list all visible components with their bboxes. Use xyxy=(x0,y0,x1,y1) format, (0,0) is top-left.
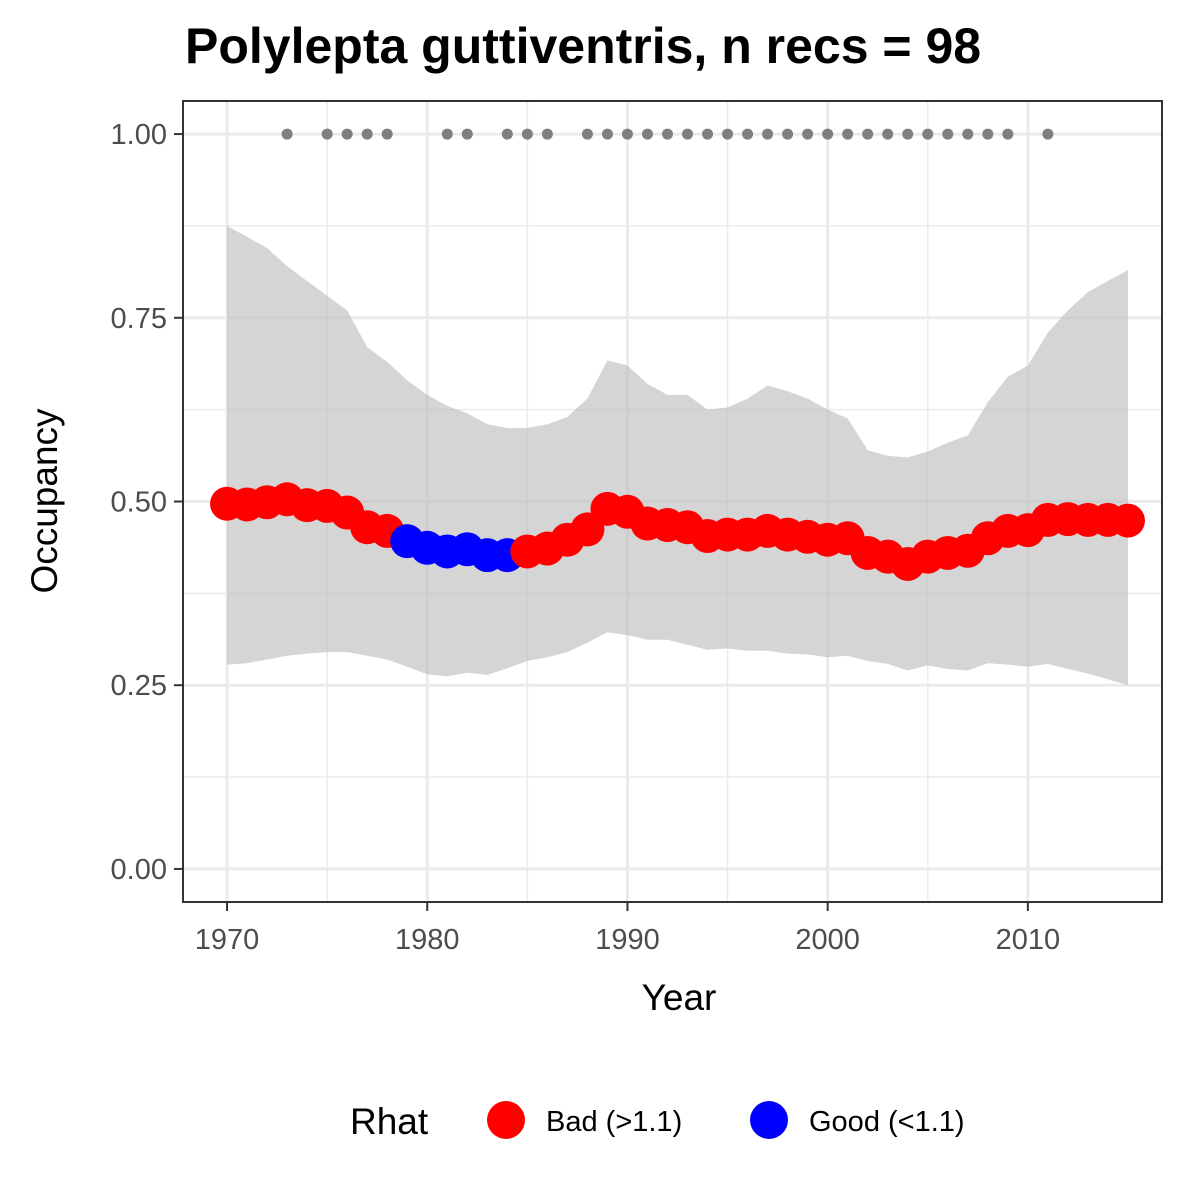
record-point xyxy=(722,128,734,140)
legend-label: Good (<1.1) xyxy=(809,1106,965,1138)
record-point xyxy=(682,128,694,140)
record-point xyxy=(601,128,613,140)
record-point xyxy=(802,128,814,140)
occupancy-points xyxy=(210,482,1145,581)
x-tick-label: 1970 xyxy=(195,924,260,956)
record-point xyxy=(942,128,954,140)
record-point xyxy=(742,128,754,140)
y-tick-label: 0.50 xyxy=(111,487,167,519)
record-points xyxy=(281,128,1054,140)
record-point xyxy=(321,128,333,140)
record-point xyxy=(441,128,453,140)
legend-title: Rhat xyxy=(350,1101,429,1142)
record-point xyxy=(541,128,553,140)
record-point xyxy=(982,128,994,140)
y-tick-label: 0.75 xyxy=(111,303,167,335)
record-point xyxy=(521,128,533,140)
y-axis-title: Occupancy xyxy=(24,408,65,594)
record-point xyxy=(962,128,974,140)
record-point xyxy=(501,128,513,140)
record-point xyxy=(902,128,914,140)
record-point xyxy=(341,128,353,140)
legend-key xyxy=(487,1101,525,1139)
record-point xyxy=(762,128,774,140)
record-point xyxy=(661,128,673,140)
y-tick-label: 0.25 xyxy=(111,670,167,702)
record-point xyxy=(922,128,934,140)
x-tick-label: 2000 xyxy=(795,924,860,956)
y-tick-label: 0.00 xyxy=(111,854,167,886)
y-tick-label: 1.00 xyxy=(111,119,167,151)
x-tick-label: 2010 xyxy=(996,924,1061,956)
legend-label: Bad (>1.1) xyxy=(546,1106,682,1138)
record-point xyxy=(381,128,393,140)
record-point xyxy=(842,128,854,140)
record-point xyxy=(862,128,874,140)
record-point xyxy=(461,128,473,140)
x-tick-label: 1980 xyxy=(395,924,460,956)
record-point xyxy=(782,128,794,140)
x-tick-label: 1990 xyxy=(595,924,660,956)
chart-title: Polylepta guttiventris, n recs = 98 xyxy=(185,18,981,74)
occupancy-point xyxy=(1110,503,1145,538)
axes: 1970 1980 1990 2000 2010 0.00 0.25 0.50 0.75 1.00 xyxy=(111,119,1061,956)
ci-ribbon xyxy=(227,225,1128,686)
record-point xyxy=(1042,128,1054,140)
record-point xyxy=(1002,128,1014,140)
record-point xyxy=(702,128,714,140)
record-point xyxy=(281,128,293,140)
legend-key xyxy=(750,1101,788,1139)
record-point xyxy=(361,128,373,140)
record-point xyxy=(641,128,653,140)
x-axis-title: Year xyxy=(642,977,717,1018)
record-point xyxy=(581,128,593,140)
record-point xyxy=(822,128,834,140)
record-point xyxy=(882,128,894,140)
legend: Rhat Bad (>1.1) Good (<1.1) xyxy=(350,1101,965,1142)
confidence-ribbon xyxy=(227,225,1128,686)
record-point xyxy=(621,128,633,140)
